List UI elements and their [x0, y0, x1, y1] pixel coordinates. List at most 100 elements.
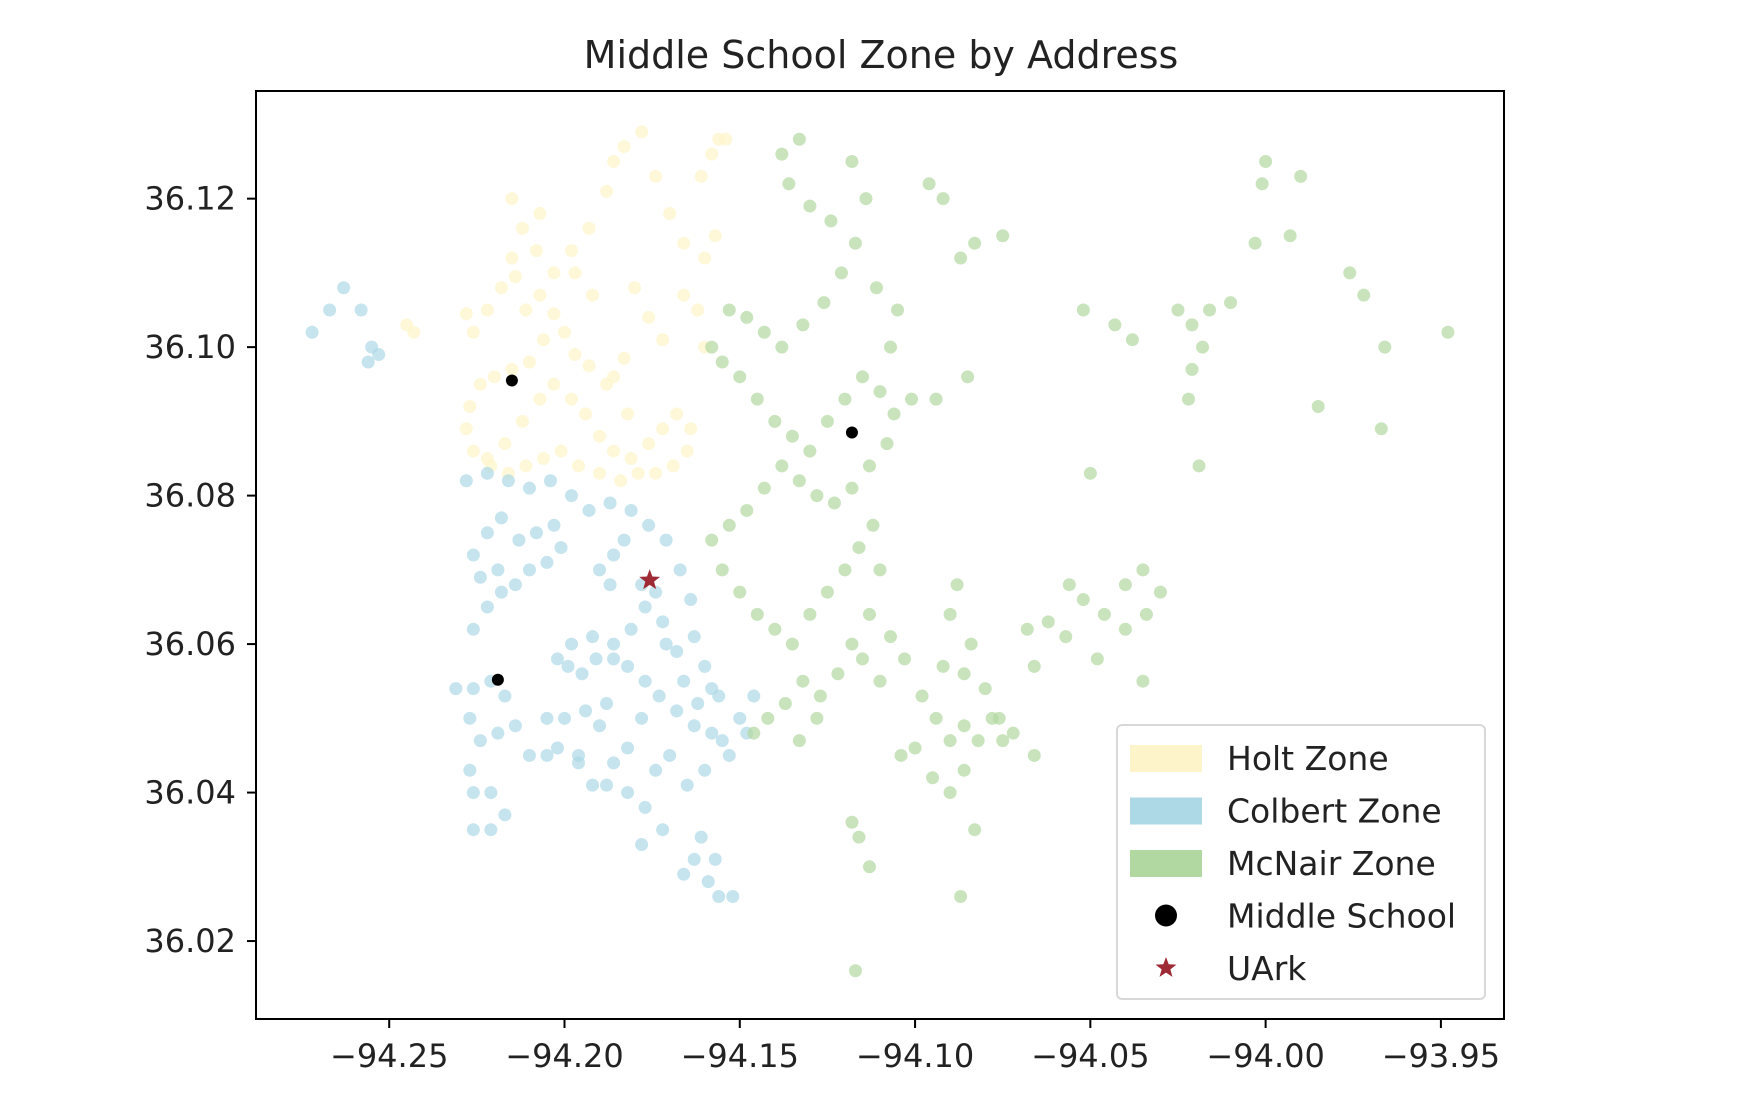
point-mcnair-zone	[848, 236, 862, 250]
point-holt-zone	[459, 307, 473, 321]
point-colbert-zone	[572, 748, 586, 762]
point-mcnair-zone	[1076, 303, 1090, 317]
point-colbert-zone	[463, 711, 477, 725]
point-mcnair-zone	[747, 726, 761, 740]
point-colbert-zone	[677, 674, 691, 688]
point-colbert-zone	[621, 786, 635, 800]
point-holt-zone	[547, 307, 561, 321]
point-colbert-zone	[575, 667, 589, 681]
point-colbert-zone	[659, 533, 673, 547]
point-colbert-zone	[638, 600, 652, 614]
point-colbert-zone	[659, 637, 673, 651]
point-colbert-zone	[600, 696, 614, 710]
point-mcnair-zone	[1139, 607, 1153, 621]
point-mcnair-zone	[785, 429, 799, 443]
plot-frame	[255, 90, 1505, 1020]
point-mcnair-zone	[845, 481, 859, 495]
point-mcnair-zone	[978, 682, 992, 696]
legend-swatch	[1130, 745, 1202, 772]
point-colbert-zone	[554, 541, 568, 555]
point-holt-zone	[498, 437, 512, 451]
point-holt-zone	[494, 281, 508, 295]
point-mcnair-zone	[810, 489, 824, 503]
point-mcnair-zone	[1259, 155, 1273, 169]
point-colbert-zone	[733, 711, 747, 725]
point-mcnair-zone	[971, 734, 985, 748]
point-mcnair-zone	[929, 392, 943, 406]
point-holt-zone	[505, 362, 519, 376]
x-tick-label: −94.00	[1206, 1037, 1324, 1075]
point-mcnair-zone	[1374, 422, 1388, 436]
point-colbert-zone	[354, 303, 368, 317]
point-colbert-zone	[607, 637, 621, 651]
point-colbert-zone	[466, 823, 480, 837]
point-holt-zone	[663, 206, 677, 220]
legend-box	[1116, 724, 1486, 1000]
point-mcnair-zone	[1294, 169, 1308, 183]
point-mcnair-zone	[862, 607, 876, 621]
point-mcnair-zone	[873, 385, 887, 399]
point-holt-zone	[593, 466, 607, 480]
point-colbert-zone	[670, 645, 684, 659]
point-colbert-zone	[305, 325, 319, 339]
point-colbert-zone	[473, 570, 487, 584]
legend-entry-colbert-zone: Colbert Zone	[1130, 792, 1442, 831]
point-colbert-zone	[656, 823, 670, 837]
point-colbert-zone	[484, 823, 498, 837]
legend-label: Colbert Zone	[1227, 792, 1442, 831]
point-holt-zone	[656, 333, 670, 347]
point-mcnair-zone	[757, 481, 771, 495]
point-holt-zone	[565, 392, 579, 406]
point-mcnair-zone	[1153, 585, 1167, 599]
series-uark	[639, 569, 661, 590]
point-mcnair-zone	[1059, 630, 1073, 644]
point-holt-zone	[624, 451, 638, 465]
point-holt-zone	[480, 303, 494, 317]
point-holt-zone	[600, 184, 614, 198]
point-holt-zone	[505, 251, 519, 265]
point-holt-zone	[536, 451, 550, 465]
point-mcnair-zone	[810, 711, 824, 725]
legend-marker	[1155, 957, 1177, 977]
point-holt-zone	[670, 407, 684, 421]
point-mcnair-zone	[866, 518, 880, 532]
point-colbert-zone	[361, 355, 375, 369]
series-middle-school	[491, 374, 858, 686]
point-colbert-zone	[747, 689, 761, 703]
point-holt-zone	[628, 281, 642, 295]
point-mcnair-zone	[775, 340, 789, 354]
point-mcnair-zone	[922, 177, 936, 191]
point-mcnair-zone	[775, 147, 789, 161]
point-colbert-zone	[694, 830, 708, 844]
point-mcnair-zone	[1136, 563, 1150, 577]
point-colbert-zone	[579, 704, 593, 718]
point-holt-zone	[533, 288, 547, 302]
legend-swatch	[1130, 850, 1202, 877]
points-layer	[305, 125, 1455, 978]
point-mcnair-zone	[1041, 615, 1055, 629]
legend-swatch	[1130, 797, 1202, 825]
point-mcnair-zone	[782, 177, 796, 191]
point-colbert-zone	[466, 548, 480, 562]
y-tick-label: 36.10	[144, 328, 236, 366]
point-mcnair-zone	[792, 132, 806, 146]
series-mcnair-zone	[705, 132, 1455, 978]
point-holt-zone	[586, 288, 600, 302]
point-colbert-zone	[582, 503, 596, 517]
point-colbert-zone	[603, 496, 617, 510]
point-colbert-zone	[621, 741, 635, 755]
point-colbert-zone	[677, 867, 691, 881]
point-mcnair-zone	[862, 459, 876, 473]
point-colbert-zone	[480, 466, 494, 480]
point-colbert-zone	[466, 682, 480, 696]
point-mcnair-zone	[957, 763, 971, 777]
legend-entry-holt-zone: Holt Zone	[1130, 739, 1389, 778]
x-tick-label: −94.25	[330, 1037, 448, 1075]
point-colbert-zone	[466, 622, 480, 636]
point-colbert-zone	[726, 890, 740, 904]
point-mcnair-zone	[827, 496, 841, 510]
point-mcnair-zone	[1136, 674, 1150, 688]
legend-entry-uark: UArk	[1155, 949, 1307, 988]
point-holt-zone	[519, 303, 533, 317]
